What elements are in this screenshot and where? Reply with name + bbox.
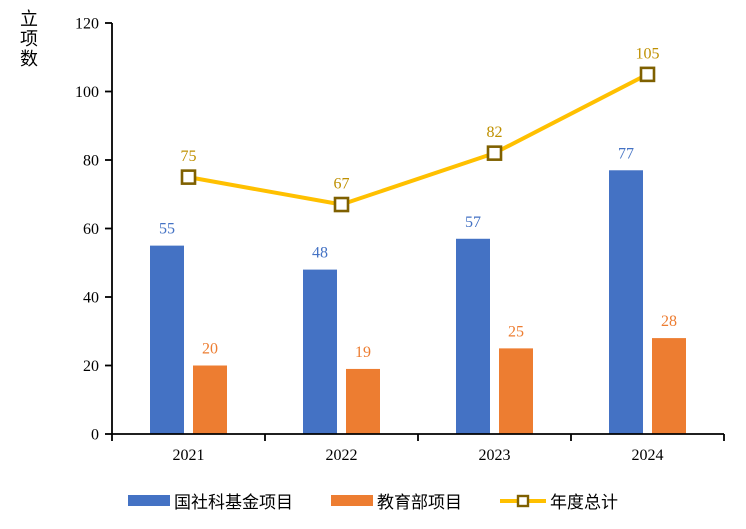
data-label-教育部项目-2024: 28 xyxy=(661,313,677,330)
marker-年度总计-2023 xyxy=(486,145,503,161)
y-axis-title: 立项数 xyxy=(18,9,38,69)
legend-swatch-bar xyxy=(331,495,373,506)
legend-item-教育部项目: 教育部项目 xyxy=(331,488,462,513)
legend-swatch-bar xyxy=(128,495,170,506)
data-label-年度总计-2024: 105 xyxy=(636,45,660,62)
data-label-教育部项目-2021: 20 xyxy=(202,341,218,358)
data-label-国社科基金项目-2021: 55 xyxy=(159,221,175,238)
bar-国社科基金项目-2023 xyxy=(456,238,490,434)
x-tick-label: 2022 xyxy=(326,447,358,464)
bar-教育部项目-2021 xyxy=(193,365,227,434)
y-tick-label: 20 xyxy=(83,358,99,375)
legend-label: 教育部项目 xyxy=(377,493,462,512)
data-label-年度总计-2022: 67 xyxy=(334,176,350,193)
y-tick-label: 40 xyxy=(83,290,99,307)
marker-年度总计-2021 xyxy=(180,169,197,185)
data-label-国社科基金项目-2023: 57 xyxy=(465,214,481,231)
legend-label: 年度总计 xyxy=(550,493,618,512)
line-年度总计 xyxy=(186,72,650,207)
x-tick-label: 2024 xyxy=(632,447,664,464)
y-tick-label: 80 xyxy=(83,153,99,170)
legend-swatch-line xyxy=(500,494,546,507)
data-label-年度总计-2023: 82 xyxy=(487,124,503,141)
bar-国社科基金项目-2021 xyxy=(150,245,184,434)
data-label-国社科基金项目-2022: 48 xyxy=(312,245,328,262)
legend-item-国社科基金项目: 国社科基金项目 xyxy=(128,488,293,513)
data-label-国社科基金项目-2024: 77 xyxy=(618,145,634,162)
data-label-教育部项目-2022: 19 xyxy=(355,344,371,361)
y-tick-label: 0 xyxy=(91,427,99,444)
data-label-年度总计-2021: 75 xyxy=(181,148,197,165)
bar-教育部项目-2024 xyxy=(652,338,686,434)
data-label-教育部项目-2023: 25 xyxy=(508,323,524,340)
bar-教育部项目-2022 xyxy=(346,368,380,434)
legend-item-年度总计: 年度总计 xyxy=(500,488,618,513)
marker-年度总计-2024 xyxy=(639,66,656,83)
legend-label: 国社科基金项目 xyxy=(174,493,293,512)
bar-教育部项目-2023 xyxy=(499,348,533,434)
y-tick-label: 100 xyxy=(75,84,99,101)
bar-国社科基金项目-2024 xyxy=(609,170,643,434)
y-tick-label: 60 xyxy=(83,221,99,238)
y-tick-label: 120 xyxy=(75,16,99,33)
marker-年度总计-2022 xyxy=(333,196,350,213)
x-tick-label: 2021 xyxy=(173,447,205,464)
bar-国社科基金项目-2022 xyxy=(303,269,337,434)
legend: 国社科基金项目 教育部项目 年度总计 xyxy=(0,488,746,513)
x-tick-label: 2023 xyxy=(479,447,511,464)
